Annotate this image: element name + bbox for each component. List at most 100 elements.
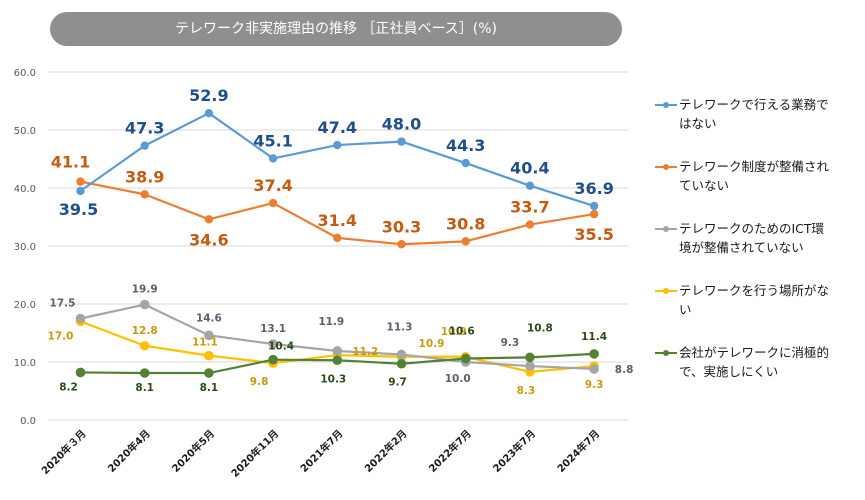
data-label: 10.9 (441, 326, 467, 338)
data-label: 48.0 (382, 115, 421, 134)
data-point (139, 299, 150, 310)
y-tick-label: 20.0 (14, 300, 36, 311)
data-point (333, 140, 342, 150)
data-label: 8.2 (59, 381, 78, 393)
data-point (589, 201, 599, 211)
data-label: 10.9 (419, 338, 445, 350)
x-tick-label: 2020年11月 (228, 427, 281, 480)
data-label: 9.3 (501, 337, 520, 349)
data-label: 35.5 (574, 225, 613, 244)
data-point (139, 368, 150, 378)
data-point (204, 330, 214, 341)
legend-item-not-teleworkable: テレワークで行える業務で はない (655, 95, 865, 157)
data-label: 40.4 (510, 159, 549, 178)
legend-marker-icon (655, 226, 677, 232)
legend-label-cont: で、実施しにくい (679, 364, 779, 379)
x-tick-label: 2020年３月 (39, 427, 89, 477)
data-label: 10.8 (527, 322, 553, 334)
x-tick-label: 2020年5月 (169, 427, 217, 475)
data-label: 45.1 (253, 131, 292, 150)
x-tick-label: 2022年7月 (426, 427, 474, 475)
x-tick-label: 2020年4月 (105, 427, 153, 475)
y-tick-label: 10.0 (14, 358, 36, 369)
data-label: 41.1 (51, 153, 90, 172)
data-label: 38.9 (125, 167, 164, 186)
data-point (461, 237, 470, 246)
legend-label: テレワークで行える業務で (679, 97, 829, 112)
data-point (76, 186, 85, 196)
data-point (589, 209, 599, 219)
data-label: 17.5 (50, 298, 76, 310)
data-point (397, 240, 406, 249)
data-point (332, 346, 343, 356)
legend-item-no-system: テレワーク制度が整備され ていない (655, 157, 865, 219)
data-label: 12.8 (132, 325, 158, 337)
legend-item-no-ict: テレワークのためのICT環 境が整備されていない (655, 219, 865, 281)
data-point (589, 364, 599, 374)
x-tick-label: 2023年7月 (490, 427, 538, 475)
data-point (75, 367, 86, 378)
data-point (139, 340, 150, 351)
data-label: 44.3 (446, 136, 485, 155)
legend-label-cont: はない (679, 116, 717, 131)
y-tick-label: 40.0 (14, 184, 36, 195)
data-point (525, 181, 535, 190)
data-label: 10.6 (449, 326, 475, 338)
data-label: 8.3 (517, 385, 536, 397)
series-lines (75, 108, 599, 378)
data-label: 17.0 (48, 330, 74, 342)
legend-label: テレワークを行う場所がな (679, 283, 830, 298)
data-label: 30.8 (446, 214, 485, 233)
data-point (268, 154, 278, 163)
legend-item-company-reluctant: 会社がテレワークに消極的 で、実施しにくい (655, 343, 865, 405)
data-label: 10.3 (320, 373, 346, 385)
legend-label: テレワーク制度が整備され (679, 159, 830, 174)
y-tick-label: 50.0 (14, 126, 36, 137)
legend-label-cont: ていない (679, 178, 730, 193)
data-label: 14.6 (196, 312, 222, 324)
x-tick-label: 2022年2月 (362, 427, 410, 475)
data-label: 36.9 (574, 179, 613, 198)
data-point (396, 358, 407, 369)
data-point (589, 349, 599, 359)
data-label: 9.3 (585, 379, 604, 391)
data-label: 11.1 (192, 337, 218, 349)
data-label: 11.2 (352, 346, 378, 358)
data-label: 11.4 (581, 331, 607, 343)
data-label: 39.5 (59, 200, 98, 219)
data-label: 47.4 (318, 118, 357, 137)
data-label: 47.3 (125, 119, 164, 138)
data-label: 9.8 (250, 376, 269, 388)
data-point (140, 190, 149, 199)
x-axis-ticks: 2020年３月 2020年4月 2020年5月 2020年11月 2021年7月 2022… (39, 427, 603, 480)
data-point (75, 313, 86, 324)
x-tick-label: 2024年7月 (554, 427, 602, 475)
data-label: 33.7 (510, 198, 549, 217)
data-point (204, 108, 214, 118)
data-label: 37.4 (253, 176, 292, 195)
legend-marker-icon (655, 350, 677, 356)
data-label: 34.6 (189, 230, 228, 249)
legend-label: 会社がテレワークに消極的 (679, 345, 830, 360)
data-point (460, 353, 471, 364)
data-point (397, 137, 406, 146)
data-label: 31.4 (318, 211, 357, 230)
y-tick-label: 0.0 (20, 416, 36, 427)
legend: テレワークで行える業務で はない テレワーク制度が整備され ていない テレワークのた… (655, 95, 865, 405)
data-point (204, 368, 214, 378)
legend-marker-icon (655, 164, 677, 170)
data-point (204, 215, 214, 224)
data-label: 8.8 (615, 364, 634, 376)
chart-title: テレワーク非実施理由の推移 ［正社員ベース］(%) (50, 12, 622, 46)
data-point (461, 158, 470, 168)
legend-label-cont: い (679, 302, 692, 317)
data-point (140, 141, 149, 150)
data-point (333, 233, 342, 243)
data-label: 30.3 (382, 217, 421, 236)
data-label: 9.7 (388, 377, 407, 389)
data-label: 10.4 (268, 341, 294, 353)
legend-label: テレワークのためのICT環 (679, 221, 825, 236)
data-point (268, 339, 278, 349)
legend-label-cont: 境が整備されていない (679, 240, 804, 255)
